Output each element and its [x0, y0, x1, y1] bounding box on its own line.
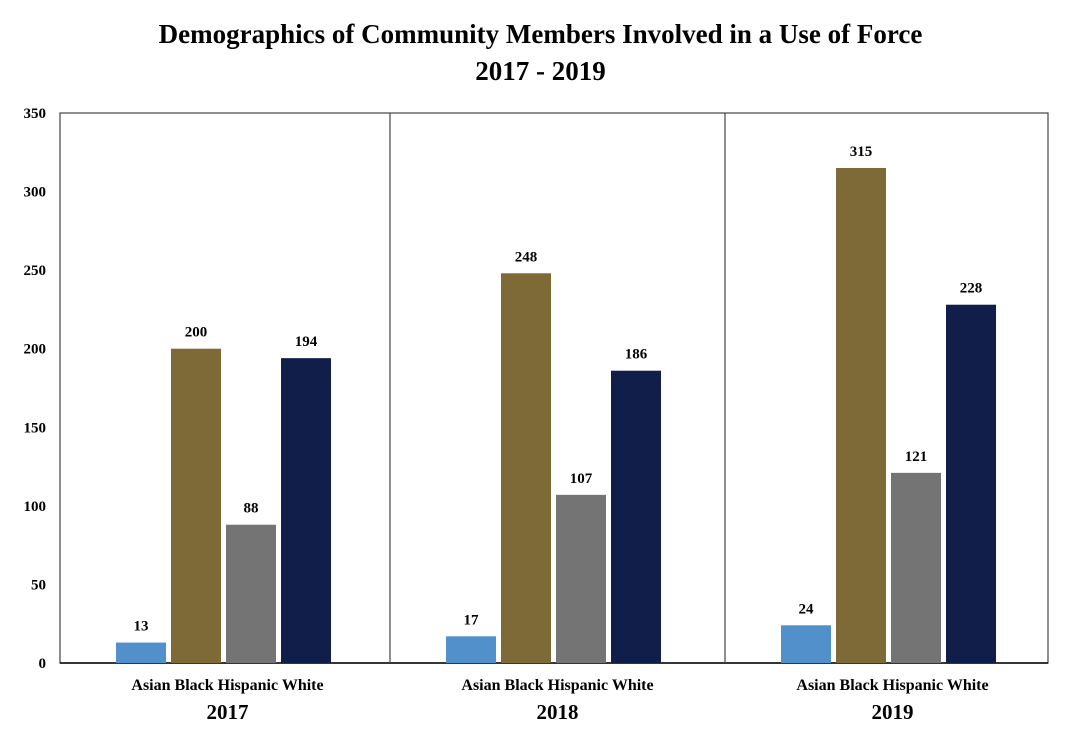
y-tick-label: 50: [31, 577, 46, 593]
x-category-label: White: [943, 677, 988, 694]
y-tick-label: 0: [39, 656, 47, 672]
x-category-labels: Asian Black Hispanic White: [131, 677, 323, 694]
x-group-label: 2019: [872, 700, 914, 724]
y-tick-label: 100: [24, 499, 47, 515]
x-axis: Asian Black Hispanic White 2017 Asian Blac…: [131, 677, 988, 724]
bar-asian-2018: [446, 636, 496, 663]
y-axis: 0 50 100 150 200 250 300 350: [24, 106, 47, 672]
x-category-label: Asian: [796, 677, 835, 694]
x-category-label: Hispanic: [214, 677, 278, 694]
bar-asian-2017: [116, 642, 166, 663]
data-label: 200: [185, 325, 208, 341]
bar-black-2019: [836, 168, 886, 663]
x-group-label: 2017: [207, 700, 249, 724]
data-label: 121: [905, 449, 928, 465]
x-category-label: Black: [171, 677, 214, 694]
x-category-label: White: [278, 677, 323, 694]
x-category-label: White: [608, 677, 653, 694]
data-label: 13: [134, 619, 149, 635]
bars: [116, 168, 996, 663]
x-category-label: Asian: [461, 677, 500, 694]
data-label: 88: [244, 501, 259, 517]
data-label: 228: [960, 281, 983, 297]
data-label: 186: [625, 347, 648, 363]
y-tick-label: 200: [24, 342, 47, 358]
bar-white-2017: [281, 358, 331, 663]
y-tick-label: 250: [24, 263, 47, 279]
bar-hispanic-2017: [226, 524, 276, 663]
data-label: 107: [570, 471, 593, 487]
chart-title: Demographics of Community Members Involv…: [158, 19, 923, 49]
x-category-label: Hispanic: [544, 677, 608, 694]
x-category-label: Asian: [131, 677, 170, 694]
data-labels: 13 200 88 194 17 248 107 186 24 315 121 228: [134, 144, 983, 635]
bar-hispanic-2019: [891, 472, 941, 663]
bar-black-2017: [171, 348, 221, 663]
bar-hispanic-2018: [556, 494, 606, 663]
x-category-label: Black: [836, 677, 879, 694]
data-label: 315: [850, 144, 873, 160]
y-tick-label: 150: [24, 420, 47, 436]
x-category-labels: Asian Black Hispanic White: [461, 677, 653, 694]
bar-black-2018: [501, 273, 551, 663]
data-label: 194: [295, 334, 318, 350]
x-category-label: Hispanic: [879, 677, 943, 694]
data-label: 248: [515, 249, 538, 265]
x-category-labels: Asian Black Hispanic White: [796, 677, 988, 694]
data-label: 17: [464, 612, 480, 628]
bar-white-2019: [946, 304, 996, 663]
x-group-label: 2018: [537, 700, 579, 724]
bar-asian-2019: [781, 625, 831, 663]
bar-white-2018: [611, 370, 661, 663]
y-tick-label: 300: [24, 185, 47, 201]
chart-subtitle: 2017 - 2019: [475, 56, 606, 86]
y-tick-label: 350: [24, 106, 47, 122]
x-category-label: Black: [501, 677, 544, 694]
data-label: 24: [799, 601, 815, 617]
